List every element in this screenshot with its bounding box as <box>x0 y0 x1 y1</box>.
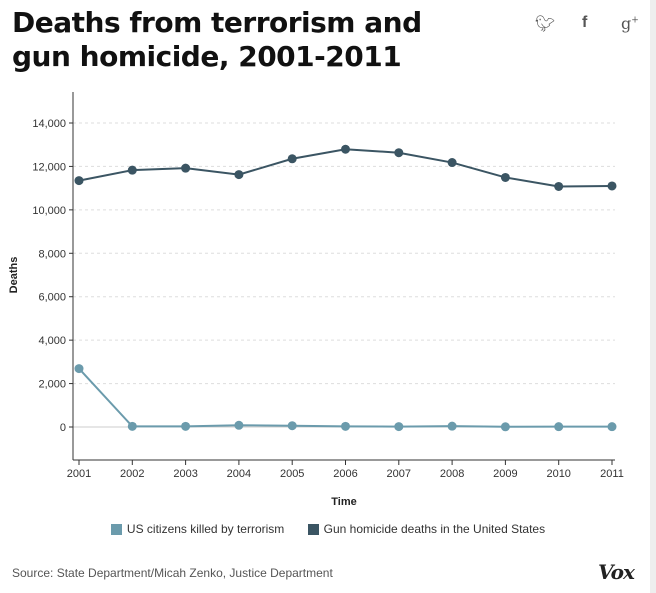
x-tick-label: 2002 <box>120 468 144 480</box>
x-tick-label: 2007 <box>387 468 411 480</box>
x-tick-label: 2008 <box>440 468 464 480</box>
data-point-1-2009 <box>500 172 510 182</box>
data-point-0-2008 <box>447 421 457 431</box>
data-point-0-2006 <box>341 421 350 431</box>
source-note: Source: State Department/Micah Zenko, Ju… <box>12 566 333 580</box>
google-plus-icon[interactable]: g+ <box>621 14 639 33</box>
legend-swatch <box>307 523 319 535</box>
y-tick-label: 6,000 <box>38 292 66 304</box>
x-tick-label: 2006 <box>333 468 357 480</box>
y-tick-label: 12,000 <box>32 161 66 173</box>
legend-item-terrorism: US citizens killed by terrorism <box>110 522 285 536</box>
x-axis-label: Time <box>331 496 356 508</box>
chart-title: Deaths from terrorism and gun homicide, … <box>12 6 422 73</box>
chart: 0 2,000 4,000 6,000 8,000 10,000 12,000 14,000 2… <box>8 92 624 508</box>
data-point-0-2003 <box>181 421 191 431</box>
y-tick-label: 8,000 <box>38 248 66 260</box>
legend-label: Gun homicide deaths in the United States <box>323 522 546 536</box>
data-point-1-2006 <box>341 144 350 154</box>
data-point-0-2009 <box>500 422 510 432</box>
y-tick-label: 10,000 <box>32 205 66 217</box>
x-tick-label: 2010 <box>546 468 570 480</box>
data-point-0-2011 <box>607 422 617 432</box>
data-point-1-2005 <box>287 154 297 164</box>
x-tick-label: 2011 <box>600 468 624 480</box>
scrollbar[interactable] <box>650 0 656 593</box>
data-point-0-2001 <box>74 364 84 374</box>
data-point-1-2010 <box>554 181 564 191</box>
legend-swatch <box>110 523 122 535</box>
data-point-1-2007 <box>394 148 404 158</box>
y-tick-label: 14,000 <box>32 118 66 130</box>
y-tick-label: 2,000 <box>38 379 66 391</box>
x-tick-label: 2003 <box>173 468 197 480</box>
legend-item-gun: Gun homicide deaths in the United States <box>307 522 546 536</box>
data-point-0-2004 <box>234 420 244 430</box>
legend: US citizens killed by terrorism Gun homi… <box>0 522 656 538</box>
series-line-1 <box>78 148 613 188</box>
y-axis-label: Deaths <box>8 257 20 294</box>
data-point-1-2002 <box>127 165 137 175</box>
data-point-1-2004 <box>234 170 244 180</box>
data-point-1-2011 <box>607 181 617 191</box>
y-tick-label: 0 <box>60 422 66 434</box>
x-tick-label: 2001 <box>67 468 91 480</box>
twitter-icon[interactable]: 🐦︎ <box>535 16 556 33</box>
legend-label: US citizens killed by terrorism <box>126 522 285 536</box>
x-tick-label: 2004 <box>227 468 251 480</box>
data-point-1-2001 <box>74 176 84 186</box>
data-point-0-2005 <box>287 421 297 431</box>
y-tick-label: 4,000 <box>38 335 66 347</box>
series-line-0 <box>78 367 613 428</box>
data-point-1-2003 <box>181 163 191 173</box>
data-point-1-2008 <box>447 158 457 168</box>
vox-logo: Vox <box>598 560 635 584</box>
facebook-icon[interactable]: f <box>582 14 588 31</box>
x-tick-label: 2009 <box>493 468 517 480</box>
data-point-0-2007 <box>394 422 404 432</box>
x-tick-label: 2005 <box>280 468 304 480</box>
data-point-0-2002 <box>127 421 137 431</box>
data-point-0-2010 <box>554 422 564 432</box>
